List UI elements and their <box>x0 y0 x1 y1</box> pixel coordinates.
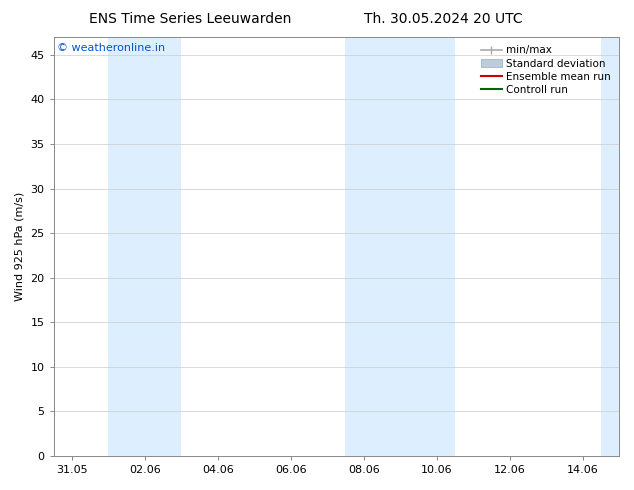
Bar <box>108 37 181 456</box>
Bar <box>400 37 455 456</box>
Y-axis label: Wind 925 hPa (m/s): Wind 925 hPa (m/s) <box>15 192 25 301</box>
Text: ENS Time Series Leeuwarden: ENS Time Series Leeuwarden <box>89 12 292 26</box>
Text: Th. 30.05.2024 20 UTC: Th. 30.05.2024 20 UTC <box>365 12 523 26</box>
Legend: min/max, Standard deviation, Ensemble mean run, Controll run: min/max, Standard deviation, Ensemble me… <box>478 42 614 98</box>
Bar <box>601 37 634 456</box>
Bar <box>346 37 400 456</box>
Text: © weatheronline.in: © weatheronline.in <box>56 43 165 53</box>
